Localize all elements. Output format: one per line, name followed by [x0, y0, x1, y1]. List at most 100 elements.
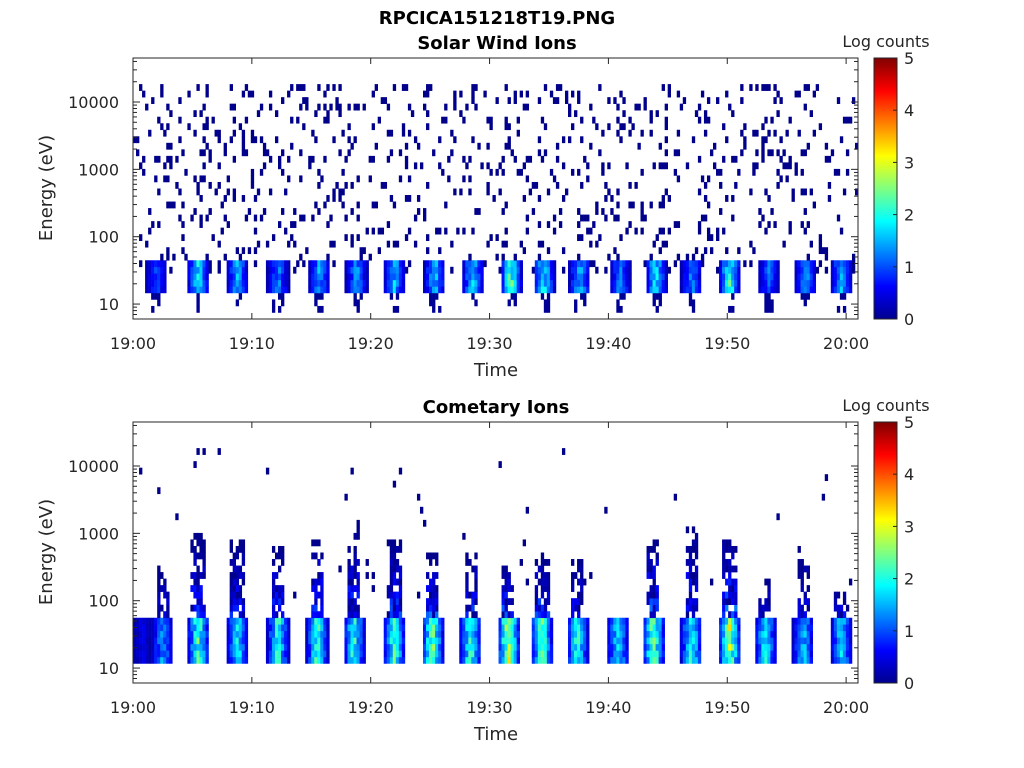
heatmap-cell — [435, 266, 439, 274]
heatmap-cell — [543, 149, 548, 157]
heatmap-cell — [646, 591, 650, 599]
heatmap-cell — [652, 643, 656, 651]
heatmap-cell — [658, 247, 662, 255]
heatmap-cell — [187, 286, 191, 294]
heatmap-cell — [401, 637, 406, 645]
heatmap-cell — [767, 637, 771, 645]
heatmap-cell — [694, 630, 699, 638]
heatmap-cell — [685, 266, 690, 274]
heatmap-cell — [773, 637, 777, 645]
colorbar-tick-label: 3 — [904, 517, 914, 536]
heatmap-cell — [607, 617, 611, 625]
heatmap-cell — [610, 650, 614, 658]
heatmap-cell — [426, 630, 430, 638]
heatmap-cell — [205, 637, 209, 645]
heatmap-cell — [561, 162, 566, 170]
x-tick-label: 19:50 — [704, 698, 750, 717]
heatmap-cell — [652, 299, 656, 307]
heatmap-cell — [401, 129, 406, 137]
heatmap-cell — [196, 260, 200, 268]
heatmap-cell — [308, 617, 312, 625]
heatmap-cell — [728, 617, 732, 625]
heatmap-cell — [531, 624, 536, 632]
heatmap-cell — [477, 637, 481, 645]
heatmap-cell — [139, 234, 143, 242]
heatmap-cell — [229, 611, 233, 619]
heatmap-cell — [423, 208, 427, 215]
heatmap-cell — [344, 155, 348, 163]
heatmap-cell — [350, 286, 354, 294]
heatmap-cell — [356, 624, 360, 632]
heatmap-cell — [265, 273, 270, 281]
heatmap-cell — [577, 221, 581, 228]
heatmap-cell — [471, 630, 475, 638]
heatmap-cell — [284, 656, 288, 664]
heatmap-cell — [513, 624, 517, 632]
heatmap-cell — [353, 585, 357, 592]
heatmap-cell — [543, 617, 548, 625]
heatmap-cell — [809, 273, 813, 281]
heatmap-cell — [755, 630, 759, 638]
heatmap-cell — [241, 247, 246, 255]
heatmap-cell — [356, 572, 360, 579]
heatmap-cell — [154, 260, 158, 268]
heatmap-cell — [268, 103, 273, 111]
heatmap-cell — [725, 604, 729, 612]
heatmap-cell — [622, 279, 626, 287]
heatmap-cell — [435, 637, 439, 645]
heatmap-cell — [157, 266, 161, 274]
heatmap-cell — [552, 266, 557, 274]
heatmap-cell — [761, 624, 765, 632]
heatmap-cell — [667, 266, 672, 274]
heatmap-cell — [311, 650, 315, 658]
heatmap-cell — [613, 247, 617, 255]
heatmap-cell — [842, 286, 847, 294]
heatmap-cell — [392, 260, 397, 268]
heatmap-cell — [607, 162, 611, 170]
heatmap-cell — [462, 532, 466, 540]
heatmap-cell — [510, 617, 514, 625]
heatmap-cell — [758, 260, 762, 268]
heatmap-cell — [737, 260, 741, 268]
heatmap-cell — [432, 598, 436, 605]
heatmap-cell — [235, 637, 240, 645]
heatmap-cell — [625, 637, 629, 645]
heatmap-cell — [401, 643, 406, 651]
heatmap-cell — [719, 650, 723, 658]
heatmap-cell — [459, 637, 463, 645]
heatmap-cell — [752, 129, 756, 137]
heatmap-cell — [616, 201, 620, 209]
heatmap-cell — [401, 630, 406, 638]
heatmap-cell — [731, 585, 735, 592]
heatmap-cell — [374, 201, 378, 209]
heatmap-cell — [773, 221, 777, 228]
heatmap-cell — [592, 260, 596, 268]
heatmap-cell — [163, 286, 167, 294]
heatmap-cell — [284, 650, 288, 658]
heatmap-cell — [401, 273, 406, 281]
heatmap-cell — [755, 624, 759, 632]
heatmap-cell — [199, 591, 203, 599]
heatmap-cell — [347, 650, 351, 658]
heatmap-cell — [577, 273, 581, 281]
heatmap-cell — [142, 617, 146, 625]
heatmap-cell — [549, 266, 554, 274]
heatmap-cell — [658, 273, 662, 281]
heatmap-cell — [386, 221, 391, 228]
heatmap-cell — [504, 611, 508, 619]
heatmap-cell — [700, 214, 705, 222]
heatmap-cell — [549, 286, 554, 294]
heatmap-cell — [824, 474, 829, 482]
heatmap-cell — [504, 650, 508, 658]
heatmap-cell — [223, 149, 227, 157]
heatmap-cell — [157, 598, 161, 605]
heatmap-cell — [489, 116, 493, 124]
heatmap-cell — [350, 565, 354, 573]
heatmap-cell — [350, 279, 354, 287]
heatmap-cell — [274, 260, 279, 268]
heatmap-cell — [734, 286, 738, 294]
heatmap-cell — [649, 273, 653, 281]
heatmap-cell — [392, 480, 397, 488]
heatmap-cell — [619, 260, 623, 268]
